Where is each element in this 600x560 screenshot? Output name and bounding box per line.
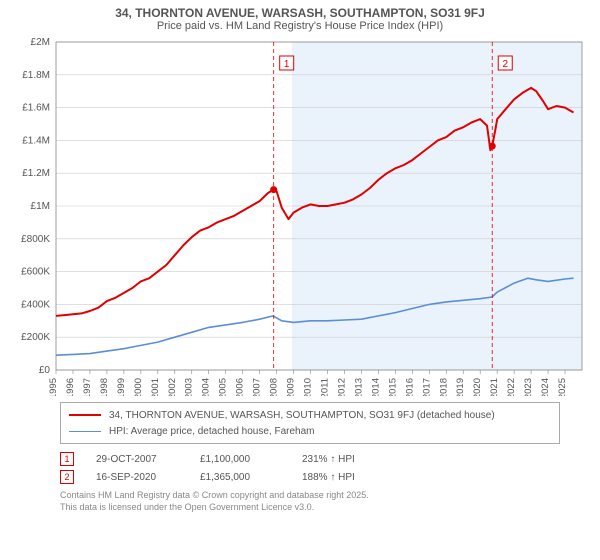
event-price-1: £1,100,000 <box>200 454 280 465</box>
svg-text:2018: 2018 <box>438 378 449 396</box>
svg-text:2015: 2015 <box>387 378 398 396</box>
chart-subtitle: Price paid vs. HM Land Registry's House … <box>0 20 600 36</box>
svg-text:2013: 2013 <box>353 378 364 396</box>
legend-swatch-hpi <box>69 431 101 432</box>
svg-text:2002: 2002 <box>167 378 178 396</box>
legend-item-property: 34, THORNTON AVENUE, WARSASH, SOUTHAMPTO… <box>69 407 551 423</box>
svg-text:2000: 2000 <box>133 378 144 396</box>
svg-text:2017: 2017 <box>421 378 432 396</box>
svg-text:2019: 2019 <box>455 378 466 396</box>
svg-text:2: 2 <box>502 59 508 70</box>
event-row-1: 1 29-OCT-2007 £1,100,000 231% ↑ HPI <box>60 450 560 468</box>
svg-text:2005: 2005 <box>218 378 229 396</box>
svg-text:1998: 1998 <box>99 378 110 396</box>
svg-text:£2M: £2M <box>31 37 50 48</box>
svg-text:£1.6M: £1.6M <box>22 103 50 114</box>
legend-label-property: 34, THORNTON AVENUE, WARSASH, SOUTHAMPTO… <box>109 410 495 421</box>
svg-text:£400K: £400K <box>21 299 50 310</box>
svg-text:2006: 2006 <box>235 378 246 396</box>
svg-text:1997: 1997 <box>82 378 93 396</box>
svg-text:1: 1 <box>284 59 290 70</box>
svg-text:£1.8M: £1.8M <box>22 70 50 81</box>
chart-title-address: 34, THORNTON AVENUE, WARSASH, SOUTHAMPTO… <box>0 0 600 20</box>
svg-text:2016: 2016 <box>404 378 415 396</box>
legend-item-hpi: HPI: Average price, detached house, Fare… <box>69 423 551 439</box>
event-marker-1: 1 <box>60 452 74 466</box>
svg-text:2007: 2007 <box>252 378 263 396</box>
svg-text:1999: 1999 <box>116 378 127 396</box>
event-date-2: 16-SEP-2020 <box>96 472 178 483</box>
event-date-1: 29-OCT-2007 <box>96 454 178 465</box>
svg-text:2003: 2003 <box>184 378 195 396</box>
footer-attribution: Contains HM Land Registry data © Crown c… <box>60 490 560 513</box>
svg-text:£200K: £200K <box>21 332 50 343</box>
svg-text:1996: 1996 <box>65 378 76 396</box>
svg-text:2014: 2014 <box>370 378 381 396</box>
legend-swatch-property <box>69 414 101 416</box>
svg-text:2020: 2020 <box>472 378 483 396</box>
svg-text:2022: 2022 <box>506 378 517 396</box>
price-line-chart: £0 £200K £400K £600K £800K £1M £1.2M £1.4M £1.6M… <box>0 36 600 396</box>
svg-text:2021: 2021 <box>489 378 500 396</box>
legend-label-hpi: HPI: Average price, detached house, Fare… <box>109 426 315 437</box>
svg-text:£1.2M: £1.2M <box>22 168 50 179</box>
event-row-2: 2 16-SEP-2020 £1,365,000 188% ↑ HPI <box>60 468 560 486</box>
svg-text:2001: 2001 <box>150 378 161 396</box>
event-marker-2: 2 <box>60 470 74 484</box>
chart-container: 34, THORNTON AVENUE, WARSASH, SOUTHAMPTO… <box>0 0 600 560</box>
svg-text:£1.4M: £1.4M <box>22 135 50 146</box>
svg-text:2023: 2023 <box>523 378 534 396</box>
svg-text:£800K: £800K <box>21 234 50 245</box>
svg-text:2011: 2011 <box>319 378 330 396</box>
svg-text:1995: 1995 <box>48 378 59 396</box>
svg-text:2009: 2009 <box>286 378 297 396</box>
legend: 34, THORNTON AVENUE, WARSASH, SOUTHAMPTO… <box>60 402 560 444</box>
footer-line-2: This data is licensed under the Open Gov… <box>60 502 560 514</box>
footer-line-1: Contains HM Land Registry data © Crown c… <box>60 490 560 502</box>
event-delta-1: 231% ↑ HPI <box>302 454 355 465</box>
svg-text:2012: 2012 <box>336 378 347 396</box>
svg-text:£600K: £600K <box>21 267 50 278</box>
svg-text:2010: 2010 <box>303 378 314 396</box>
event-table: 1 29-OCT-2007 £1,100,000 231% ↑ HPI 2 16… <box>60 450 560 486</box>
svg-text:2008: 2008 <box>269 378 280 396</box>
svg-text:£1M: £1M <box>31 201 50 212</box>
svg-text:£0: £0 <box>39 365 51 376</box>
event-delta-2: 188% ↑ HPI <box>302 472 355 483</box>
svg-text:2024: 2024 <box>540 378 551 396</box>
event-price-2: £1,365,000 <box>200 472 280 483</box>
svg-text:2025: 2025 <box>557 378 568 396</box>
svg-text:2004: 2004 <box>201 378 212 396</box>
